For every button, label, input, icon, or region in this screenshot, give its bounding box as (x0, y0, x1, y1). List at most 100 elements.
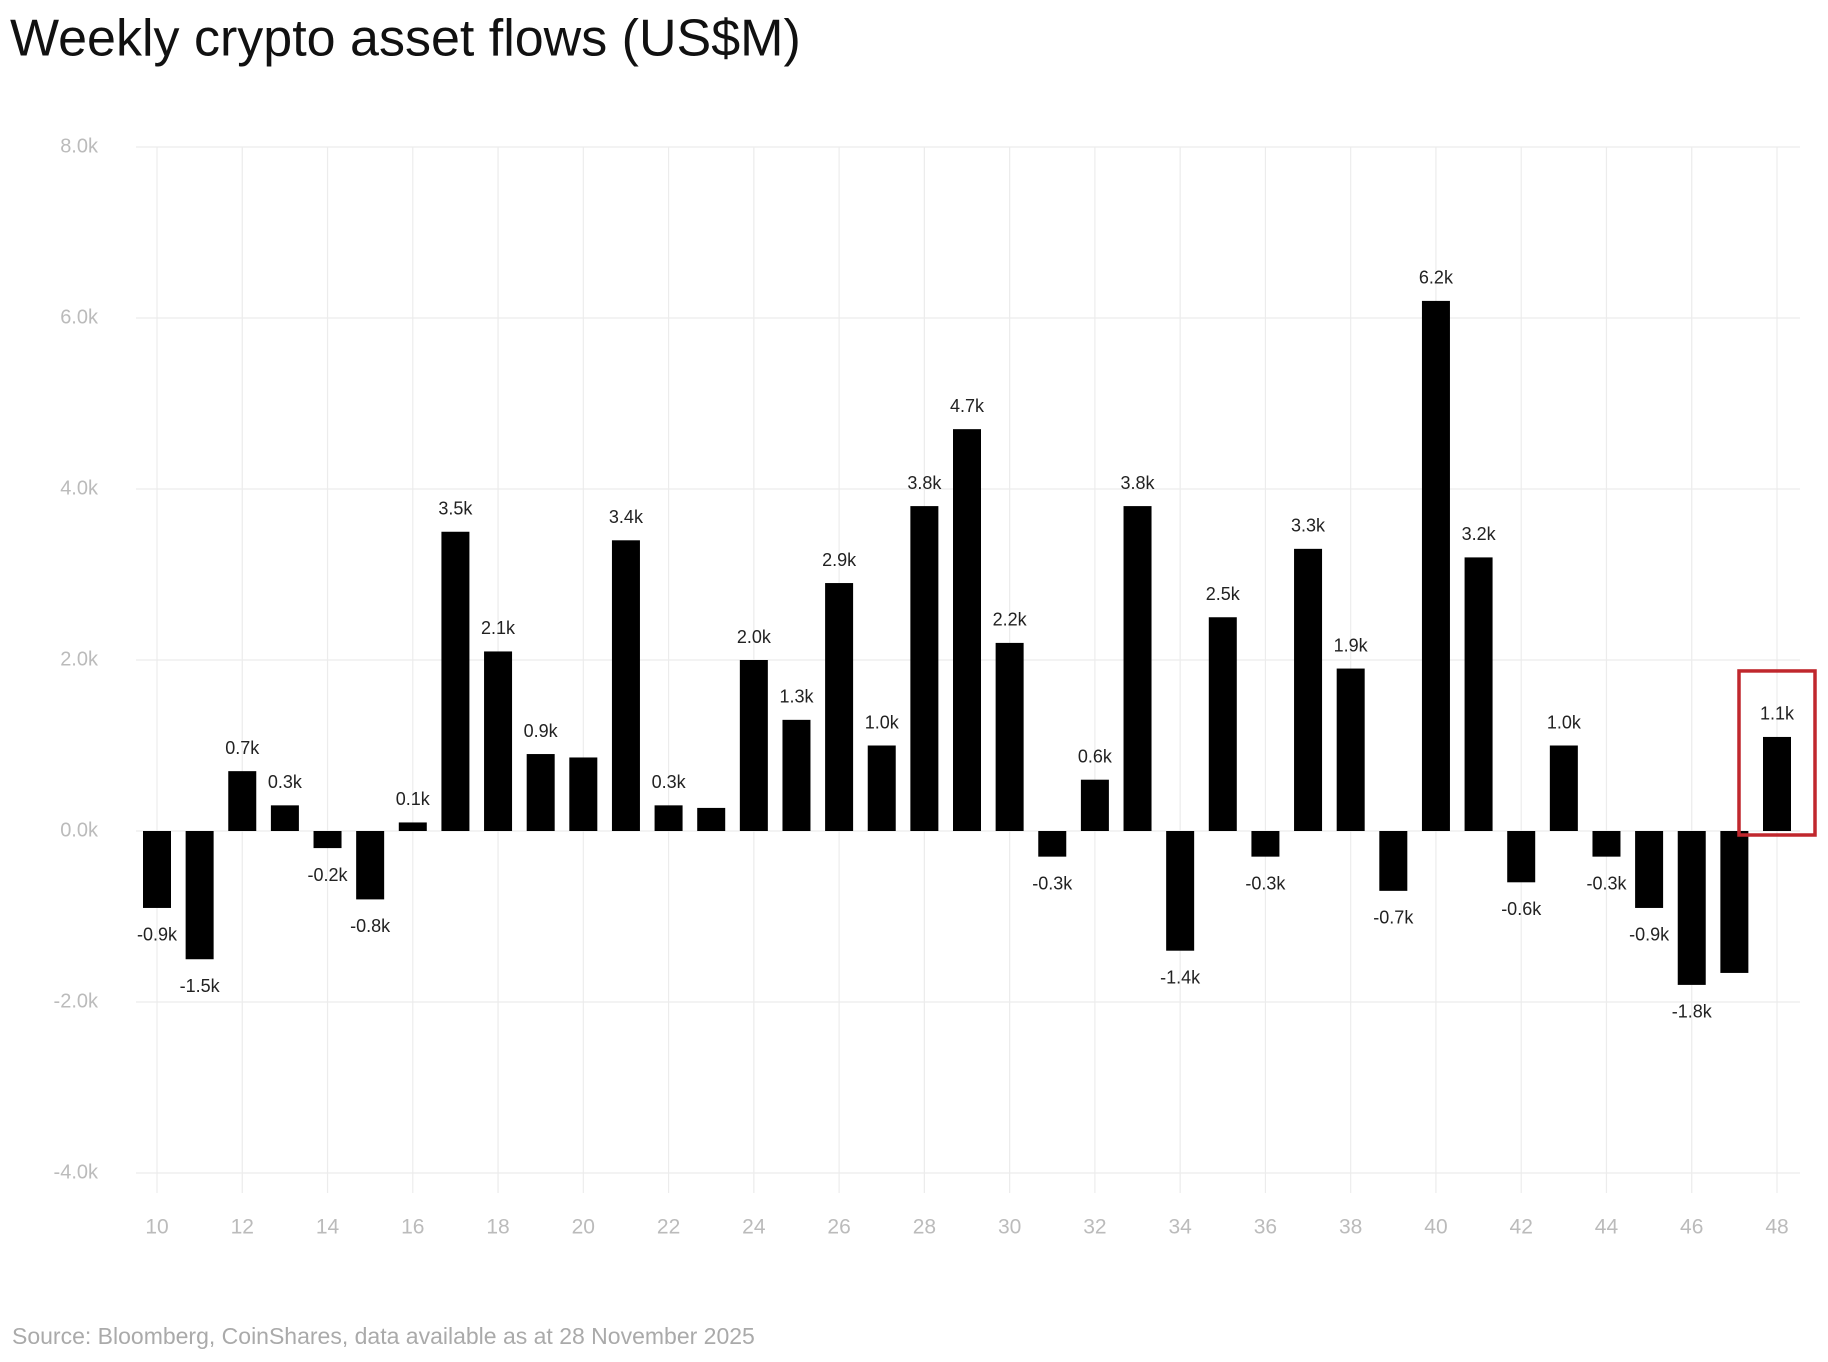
y-tick-label: 4.0k (60, 477, 99, 499)
x-tick-label: 18 (486, 1216, 509, 1239)
value-label: -0.3k (1032, 873, 1073, 893)
bar (1208, 617, 1237, 831)
x-tick-label: 12 (231, 1216, 254, 1239)
value-label: 3.8k (907, 473, 942, 493)
x-tick-label: 28 (913, 1216, 936, 1239)
bar (1336, 668, 1365, 831)
x-tick-label: 30 (998, 1216, 1021, 1239)
x-tick-label: 44 (1595, 1216, 1619, 1239)
value-label: -1.5k (180, 976, 221, 996)
value-label: 3.5k (438, 499, 473, 519)
bar (1763, 736, 1791, 831)
bar (185, 831, 214, 960)
bar (697, 807, 726, 831)
bar (1294, 548, 1323, 831)
value-label: 0.1k (396, 789, 431, 809)
bar (611, 540, 640, 831)
bar (484, 651, 513, 831)
bar (995, 642, 1024, 831)
value-label: 0.7k (225, 738, 260, 758)
source-note: Source: Bloomberg, CoinShares, data avai… (12, 1323, 755, 1349)
value-label: 0.9k (524, 721, 559, 741)
x-tick-label: 24 (742, 1216, 766, 1239)
bar (1421, 300, 1450, 831)
bar (526, 754, 555, 831)
value-label: 1.3k (779, 687, 814, 707)
value-label: -1.4k (1160, 967, 1201, 987)
value-label: 3.4k (609, 507, 644, 527)
bar (782, 719, 811, 831)
value-label: 0.6k (1078, 746, 1113, 766)
x-tick-label: 34 (1168, 1216, 1192, 1239)
value-label: 1.0k (1547, 712, 1582, 732)
y-tick-label: 8.0k (60, 135, 99, 157)
bar (1549, 745, 1578, 831)
value-label: 3.3k (1291, 516, 1326, 536)
x-tick-label: 42 (1510, 1216, 1533, 1239)
bar (569, 757, 598, 831)
bar (1720, 831, 1749, 973)
highlight-box (1737, 669, 1817, 837)
value-label: -0.3k (1586, 873, 1627, 893)
x-tick-label: 20 (572, 1216, 595, 1239)
y-tick-label: -4.0k (54, 1161, 99, 1183)
bar (356, 831, 385, 900)
bar (1080, 779, 1109, 831)
value-label: -0.8k (350, 916, 391, 936)
bar (1379, 831, 1408, 891)
bar (1166, 831, 1195, 951)
value-label: 3.2k (1462, 524, 1497, 544)
value-label: 1.9k (1334, 635, 1369, 655)
bar (1464, 557, 1493, 831)
bar (825, 583, 854, 831)
bar (953, 429, 981, 831)
bar (1635, 831, 1664, 908)
value-label: 6.2k (1419, 268, 1454, 288)
x-tick-label: 32 (1083, 1216, 1106, 1239)
x-tick-label: 48 (1765, 1216, 1788, 1239)
value-label: -1.8k (1672, 1002, 1713, 1022)
x-tick-label: 22 (657, 1216, 680, 1239)
value-label: 1.0k (865, 712, 900, 732)
chart-title: Weekly crypto asset flows (US$M) (10, 10, 801, 68)
bar (739, 660, 768, 831)
x-tick-label: 26 (827, 1216, 850, 1239)
value-label: -0.9k (137, 925, 178, 945)
value-label: -0.6k (1501, 899, 1542, 919)
bar (1677, 831, 1706, 985)
bar (867, 745, 896, 831)
bar (1123, 506, 1152, 831)
x-tick-label: 16 (401, 1216, 424, 1239)
x-tick-label: 10 (145, 1216, 168, 1239)
y-tick-label: 2.0k (60, 648, 99, 670)
value-label: 0.3k (268, 772, 303, 792)
value-label: -0.9k (1629, 925, 1670, 945)
value-label: 0.3k (652, 772, 687, 792)
x-tick-label: 36 (1254, 1216, 1277, 1239)
value-label: 3.8k (1121, 473, 1156, 493)
bar (270, 805, 299, 831)
value-label: -0.3k (1245, 873, 1286, 893)
bar (910, 506, 939, 831)
value-label: 2.5k (1206, 584, 1241, 604)
bar (398, 822, 427, 831)
value-label: 2.2k (993, 610, 1028, 630)
value-label: 4.7k (950, 396, 985, 416)
x-tick-label: 38 (1339, 1216, 1362, 1239)
bar (1507, 831, 1536, 883)
y-tick-label: -2.0k (54, 990, 99, 1012)
value-label: 2.1k (481, 618, 516, 638)
bar (1251, 831, 1280, 857)
bar (228, 771, 257, 831)
y-tick-label: 6.0k (60, 306, 99, 328)
x-tick-label: 40 (1424, 1216, 1447, 1239)
x-tick-label: 14 (316, 1216, 340, 1239)
x-tick-label: 46 (1680, 1216, 1703, 1239)
bar (143, 831, 171, 908)
value-label: 2.9k (822, 550, 857, 570)
value-label: -0.7k (1373, 908, 1414, 928)
bar (654, 805, 683, 831)
bar (1038, 831, 1067, 857)
value-label: -0.2k (308, 865, 349, 885)
